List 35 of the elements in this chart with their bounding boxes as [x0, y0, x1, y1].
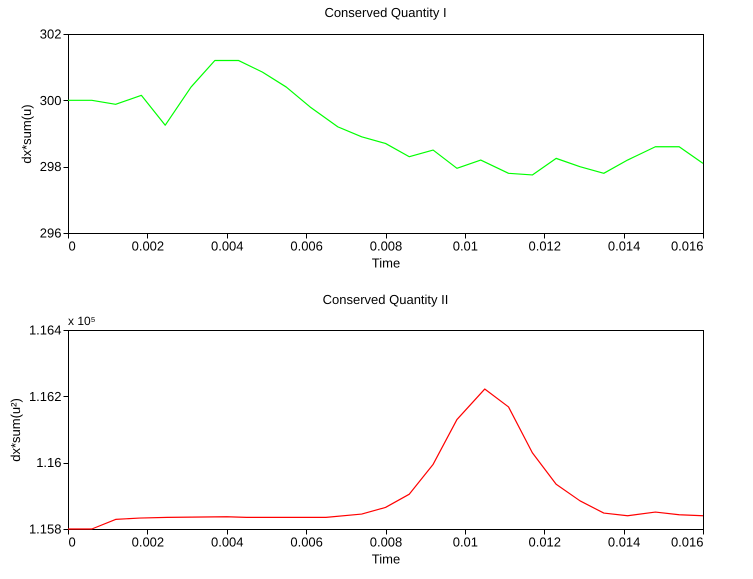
x-tick-label: 0.006	[290, 238, 323, 254]
y-tick-label: 298	[40, 159, 62, 174]
y-tick-label: 296	[40, 226, 62, 240]
x-tick-label: 0.016	[670, 238, 704, 254]
x-tick-label: 0.002	[132, 534, 164, 550]
x-tick-label: 0.01	[452, 534, 478, 550]
text: x 10⁵	[68, 314, 96, 328]
x-tick-label: 0.014	[608, 534, 640, 550]
y-tick-label: 1.164	[28, 322, 62, 338]
y-tick-label: 300	[40, 92, 62, 108]
x-tick-label: 0.008	[370, 238, 402, 254]
y-tick-label: 302	[40, 26, 62, 42]
y-tick-label: 1.162	[28, 388, 62, 404]
y-tick-label: 1.158	[28, 522, 62, 536]
chart-title: Conserved Quantity II	[322, 292, 448, 307]
y-axis-title: dx*sum(u)	[18, 104, 34, 164]
x-tick-label: 0.006	[290, 534, 323, 550]
x-axis-title: Time	[372, 552, 400, 566]
x-tick-label: 0.004	[210, 534, 244, 550]
x-tick-label: 0.012	[528, 534, 562, 550]
y-axis-title: dx*sum(u²)	[8, 398, 23, 462]
y-tick-label: 1.16	[36, 455, 62, 470]
line-series	[67, 388, 704, 530]
x-tick-label: 0	[68, 238, 76, 254]
x-tick-label: 0.008	[370, 534, 402, 550]
x-tick-label: 0.01	[452, 238, 478, 254]
x-axis-title: Time	[372, 256, 400, 270]
x-tick-label: 0.004	[210, 238, 244, 254]
x-tick-label: 0.016	[670, 534, 704, 550]
x-tick-label: 0.014	[608, 238, 640, 254]
x-tick-label: 0	[68, 534, 76, 550]
x-tick-label: 0.002	[132, 238, 164, 254]
x-tick-label: 0.012	[528, 238, 562, 254]
chart-title: Conserved Quantity I	[324, 5, 447, 20]
line-series	[67, 60, 704, 176]
